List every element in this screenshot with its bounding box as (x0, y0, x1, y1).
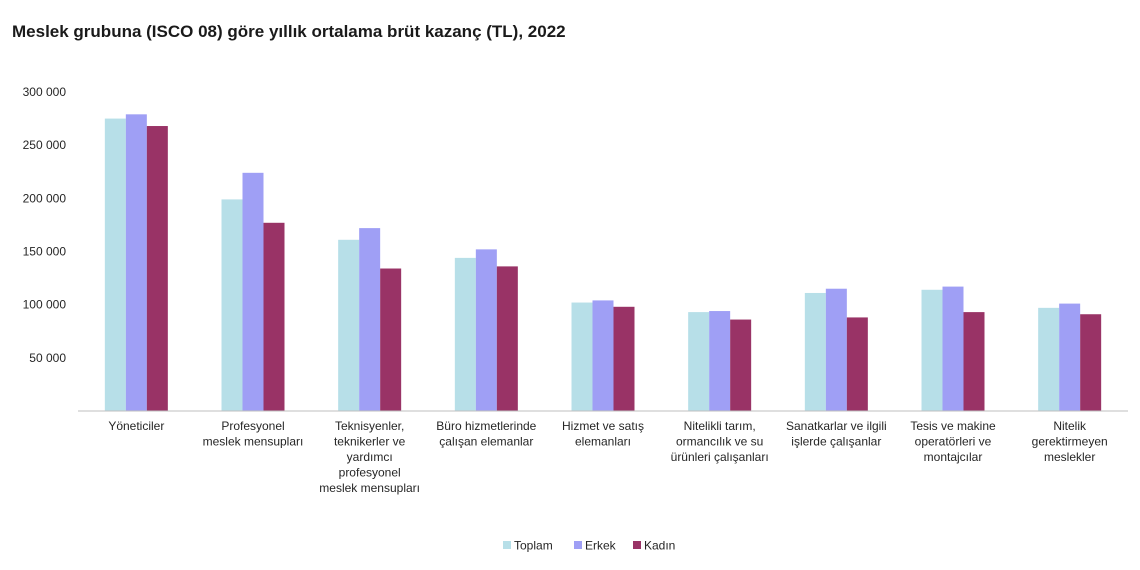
bar (921, 289, 943, 411)
bar (104, 118, 126, 411)
bar (613, 306, 635, 411)
y-tick-label: 200 000 (23, 191, 67, 205)
legend-swatch (574, 541, 582, 549)
category-label: Nitelik gerektirmeyen meslekler (1032, 419, 1108, 464)
category-label: Hizmet ve satış elemanları (562, 419, 644, 449)
bars (104, 114, 1102, 411)
y-tick-label: 300 000 (23, 85, 67, 99)
bar (475, 249, 497, 411)
category-label: Tesis ve makine operatörleri ve montajcıla… (910, 419, 996, 464)
chart-title: Meslek grubuna (ISCO 08) göre yıllık ort… (12, 22, 566, 41)
bar (709, 311, 731, 411)
y-tick-label: 100 000 (23, 298, 67, 312)
bar (825, 288, 847, 411)
category-label: Nitelikli tarım, ormancılık ve su ürünleri… (671, 419, 769, 464)
y-tick-label: 150 000 (23, 245, 67, 259)
bar (454, 257, 476, 411)
bar (338, 239, 360, 411)
category-label: Sanatkarlar ve ilgili işlerde çalışanlar (786, 419, 887, 449)
bar (242, 172, 264, 411)
bar (1080, 314, 1102, 411)
bar (1059, 303, 1081, 411)
category-label: Profesyonel meslek mensupları (203, 419, 304, 449)
bar (688, 312, 710, 411)
category-label: Yöneticiler (108, 419, 164, 433)
bar (730, 319, 752, 411)
category-labels: Yöneticiler Profesyonel meslek mensupları T… (108, 419, 1107, 495)
category-label: Teknisyenler, teknikerler ve yardımcı profe… (319, 419, 420, 495)
bar (592, 300, 614, 411)
legend: Toplam Erkek Kadın (503, 539, 675, 553)
legend-label: Erkek (585, 539, 617, 553)
legend-swatch (633, 541, 641, 549)
y-tick-label: 50 000 (29, 351, 66, 365)
bar (221, 199, 243, 411)
bar (942, 286, 964, 411)
bar (963, 312, 985, 411)
legend-label: Toplam (514, 539, 553, 553)
bar (380, 268, 402, 411)
bar (146, 126, 168, 411)
bar (1038, 307, 1060, 411)
y-axis-ticks: 50 000 100 000 150 000 200 000 250 000 300 00… (23, 85, 67, 365)
bar (496, 266, 518, 411)
bar (846, 317, 868, 411)
bar (263, 222, 285, 411)
bar (359, 228, 381, 411)
category-label: Büro hizmetlerinde çalışan elemanlar (436, 419, 536, 449)
legend-swatch (503, 541, 511, 549)
bar (804, 292, 826, 411)
legend-label: Kadın (644, 539, 675, 553)
y-tick-label: 250 000 (23, 138, 67, 152)
bar (125, 114, 147, 411)
bar (571, 302, 593, 411)
